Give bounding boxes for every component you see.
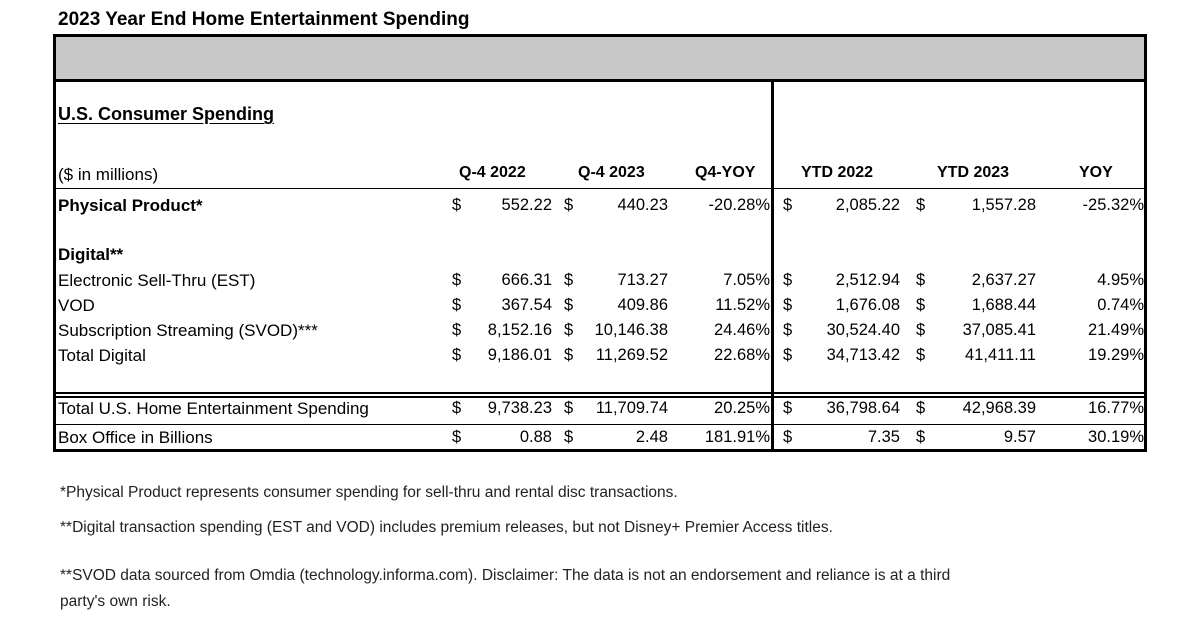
- table-frame: [53, 34, 1147, 452]
- currency-symbol: $: [564, 346, 574, 364]
- currency-symbol: $: [452, 296, 462, 314]
- row-label-box-office: Box Office in Billions: [58, 428, 213, 447]
- currency-symbol: $: [916, 296, 926, 314]
- cell-physical-ytd-2022: 2,085.22: [835, 196, 900, 214]
- cell-total-digital-q4-yoy: 22.68%: [714, 346, 770, 364]
- cell-physical-q4-yoy: -20.28%: [708, 196, 770, 214]
- cell-total-us-q4-2022: 9,738.23: [487, 399, 552, 417]
- col-header-ytd-2022: YTD 2022: [801, 164, 874, 181]
- currency-symbol: $: [916, 428, 926, 446]
- digital-heading: Digital**: [58, 245, 124, 264]
- section-title: U.S. Consumer Spending: [58, 104, 275, 124]
- row-label-total-us: Total U.S. Home Entertainment Spending: [58, 399, 369, 418]
- currency-symbol: $: [783, 399, 793, 417]
- currency-symbol: $: [783, 296, 793, 314]
- footnote-svod: **SVOD data sourced from Omdia (technolo…: [60, 567, 951, 584]
- currency-symbol: $: [783, 271, 793, 289]
- currency-symbol: $: [916, 346, 926, 364]
- currency-symbol: $: [452, 428, 462, 446]
- page-title: 2023 Year End Home Entertainment Spendin…: [58, 9, 470, 30]
- cell-total-us-ytd-2022: 36,798.64: [826, 399, 900, 417]
- header-rule: [56, 188, 1144, 189]
- digital-total-rule-top: [56, 392, 1144, 394]
- currency-symbol: $: [916, 271, 926, 289]
- cell-svod-q4-2023: 10,146.38: [594, 321, 668, 339]
- row-label-svod: Subscription Streaming (SVOD)***: [58, 321, 318, 340]
- cell-box-office-yoy: 30.19%: [1088, 428, 1144, 446]
- currency-symbol: $: [916, 321, 926, 339]
- ytd-divider: [771, 82, 774, 450]
- currency-symbol: $: [452, 271, 462, 289]
- cell-vod-q4-2022: 367.54: [501, 296, 552, 314]
- cell-box-office-ytd-2022: 7.35: [867, 428, 900, 446]
- footnote-physical: *Physical Product represents consumer sp…: [60, 484, 678, 501]
- currency-symbol: $: [452, 346, 462, 364]
- col-header-ytd-2023: YTD 2023: [937, 164, 1010, 181]
- cell-total-digital-ytd-2022: 34,713.42: [826, 346, 900, 364]
- cell-est-q4-2022: 666.31: [501, 271, 552, 289]
- col-header-yoy: YOY: [1079, 164, 1113, 181]
- currency-symbol: $: [452, 399, 462, 417]
- cell-physical-ytd-2023: 1,557.28: [971, 196, 1036, 214]
- cell-total-us-yoy: 16.77%: [1088, 399, 1144, 417]
- cell-svod-q4-yoy: 24.46%: [714, 321, 770, 339]
- cell-total-digital-q4-2022: 9,186.01: [487, 346, 552, 364]
- currency-symbol: $: [564, 296, 574, 314]
- currency-symbol: $: [564, 271, 574, 289]
- cell-box-office-q4-2023: 2.48: [635, 428, 668, 446]
- digital-total-rule-bottom: [56, 396, 1144, 398]
- cell-box-office-ytd-2023: 9.57: [1003, 428, 1036, 446]
- col-header-q4-2022: Q-4 2022: [459, 164, 526, 181]
- cell-vod-q4-2023: 409.86: [617, 296, 668, 314]
- row-label-total-digital: Total Digital: [58, 346, 146, 365]
- cell-vod-ytd-2022: 1,676.08: [835, 296, 900, 314]
- cell-est-ytd-2022: 2,512.94: [835, 271, 900, 289]
- cell-total-digital-yoy: 19.29%: [1088, 346, 1144, 364]
- currency-symbol: $: [452, 321, 462, 339]
- currency-symbol: $: [564, 428, 574, 446]
- cell-vod-yoy: 0.74%: [1097, 296, 1144, 314]
- cell-total-us-q4-yoy: 20.25%: [714, 399, 770, 417]
- cell-box-office-q4-2022: 0.88: [519, 428, 552, 446]
- col-header-q4-yoy: Q4-YOY: [695, 164, 756, 181]
- currency-symbol: $: [916, 196, 926, 214]
- currency-symbol: $: [783, 428, 793, 446]
- cell-vod-q4-yoy: 11.52%: [715, 296, 770, 314]
- row-label-est: Electronic Sell-Thru (EST): [58, 271, 256, 290]
- currency-symbol: $: [916, 399, 926, 417]
- col-header-q4-2023: Q-4 2023: [578, 164, 645, 181]
- total-rule: [56, 424, 1144, 425]
- cell-physical-q4-2022: 552.22: [501, 196, 552, 214]
- band-bottom-rule: [56, 79, 1144, 82]
- currency-symbol: $: [783, 196, 793, 214]
- cell-est-q4-2023: 713.27: [617, 271, 668, 289]
- row-label-physical: Physical Product*: [58, 196, 203, 215]
- cell-est-yoy: 4.95%: [1097, 271, 1144, 289]
- cell-vod-ytd-2023: 1,688.44: [971, 296, 1036, 314]
- currency-symbol: $: [564, 321, 574, 339]
- cell-svod-q4-2022: 8,152.16: [487, 321, 552, 339]
- cell-total-digital-q4-2023: 11,269.52: [595, 346, 668, 364]
- currency-symbol: $: [564, 196, 574, 214]
- cell-physical-q4-2023: 440.23: [617, 196, 668, 214]
- cell-svod-ytd-2023: 37,085.41: [962, 321, 1036, 339]
- currency-symbol: $: [452, 196, 462, 214]
- currency-symbol: $: [783, 321, 793, 339]
- header-band: [56, 37, 1144, 79]
- cell-box-office-q4-yoy: 181.91%: [704, 428, 770, 446]
- units-label: ($ in millions): [58, 165, 159, 184]
- footnote-digital: **Digital transaction spending (EST and …: [60, 519, 833, 536]
- cell-total-us-q4-2023: 11,709.74: [595, 399, 668, 417]
- currency-symbol: $: [783, 346, 793, 364]
- row-label-vod: VOD: [58, 296, 95, 315]
- cell-est-ytd-2023: 2,637.27: [971, 271, 1036, 289]
- cell-total-us-ytd-2023: 42,968.39: [962, 399, 1036, 417]
- cell-svod-yoy: 21.49%: [1088, 321, 1144, 339]
- currency-symbol: $: [564, 399, 574, 417]
- footnote-svod-cont: party's own risk.: [60, 593, 171, 610]
- cell-physical-yoy: -25.32%: [1082, 196, 1144, 214]
- cell-svod-ytd-2022: 30,524.40: [826, 321, 900, 339]
- cell-est-q4-yoy: 7.05%: [723, 271, 770, 289]
- cell-total-digital-ytd-2023: 41,411.11: [965, 346, 1036, 364]
